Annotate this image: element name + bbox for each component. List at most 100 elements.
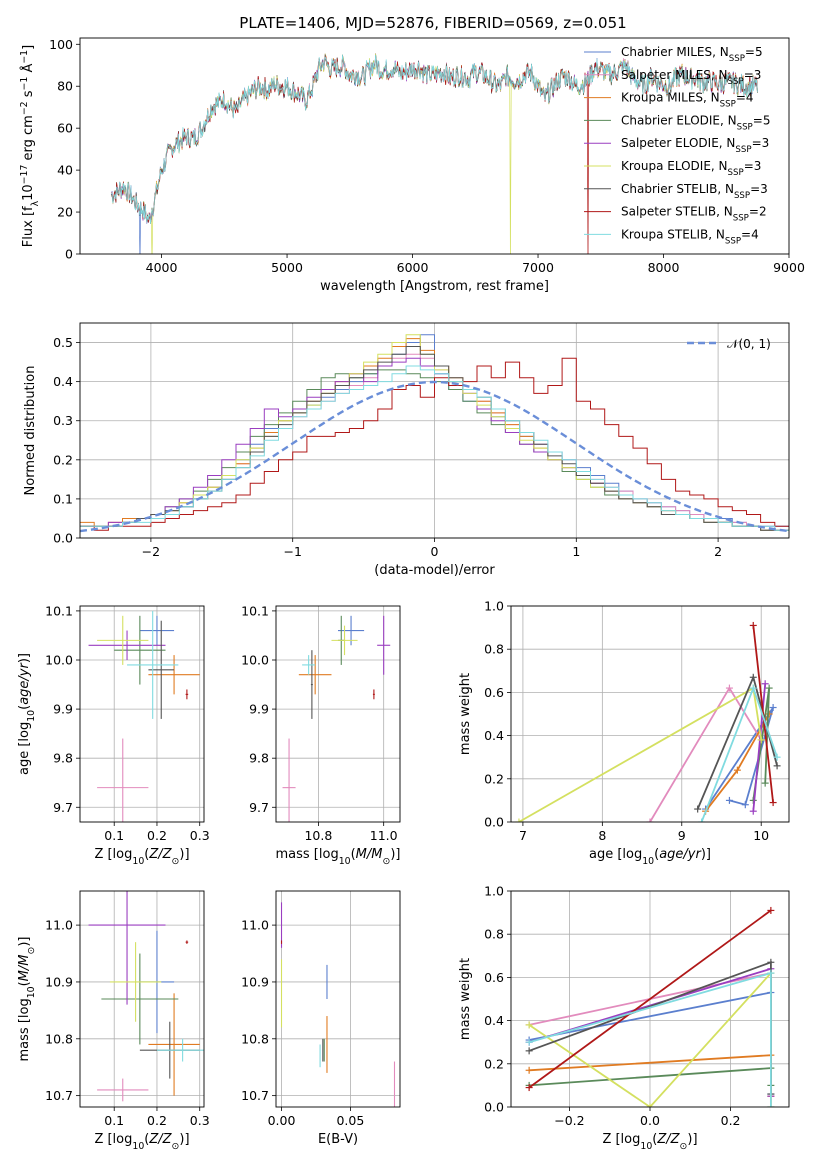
residuals-gaussian-curve bbox=[80, 380, 789, 533]
spectrum-tick-label-x: 4000 bbox=[146, 260, 178, 275]
massweight-vs-age-axes: 7 8 9 10 0.0 0.2 0.4 0.6 0.8 1.0 bbox=[484, 599, 789, 843]
mass-vs-EBV-tick-label-x: 0.05 bbox=[336, 1113, 364, 1128]
spectrum-legend-label: Kroupa MILES, NSSP=4 bbox=[621, 91, 754, 110]
massweight-vs-age-tick-label-y: 0.6 bbox=[484, 685, 504, 700]
massweight-vs-age-line-kroupa-elodie bbox=[518, 686, 763, 822]
age-vs-Z-xlabel-part: Z [log bbox=[94, 847, 132, 862]
massweight-vs-age-line-salpeter-elodie bbox=[752, 683, 767, 812]
spectrum-legend-label-part: =4 bbox=[736, 91, 754, 105]
massweight-vs-age-tick-label-y: 0.8 bbox=[484, 642, 504, 657]
mass-vs-Z-ylabel-part: M/M bbox=[17, 955, 32, 982]
massweight-vs-Z-tick-label-y: 0.2 bbox=[484, 1056, 504, 1071]
mass-vs-Z-ylabel-part: ⊙ bbox=[26, 947, 37, 955]
age-vs-mass-tick-label-y: 9.9 bbox=[249, 702, 269, 717]
age-vs-mass-axes: 10.8 11.0 9.7 9.8 9.9 10.0 10.1 bbox=[241, 603, 400, 843]
massweight-vs-age-xlabel: age [log10(age/yr)] bbox=[589, 847, 711, 867]
spectrum-legend-label: Chabrier ELODIE, NSSP=5 bbox=[621, 113, 770, 132]
age-vs-Z-xlabel-part: ( bbox=[144, 847, 149, 862]
spectrum-legend-label-part: SSP bbox=[728, 168, 744, 178]
mass-vs-Z-plot bbox=[88, 891, 204, 1102]
age-vs-Z-tick-label-y: 10.0 bbox=[45, 653, 73, 668]
age-vs-Z-ylabel: age [log10(age/yr)] bbox=[17, 653, 37, 775]
age-vs-Z-tick-label-y: 9.9 bbox=[53, 702, 73, 717]
age-vs-Z-ylabel-part: age [log bbox=[17, 722, 32, 775]
age-vs-mass-tick-label-y: 10.1 bbox=[241, 603, 269, 618]
massweight-vs-age-ylabel: mass weight bbox=[458, 673, 473, 755]
spectrum-legend-label-part: =2 bbox=[749, 205, 767, 219]
mass-vs-Z-xlabel-part: 10 bbox=[132, 1141, 144, 1152]
massweight-vs-Z-axes: −0.2 0.0 0.2 0.0 0.2 0.4 0.6 0.8 1.0 bbox=[484, 884, 789, 1128]
residuals-tick-label-y: 0.4 bbox=[53, 374, 73, 389]
spectrum-legend-label-part: =4 bbox=[741, 227, 759, 241]
massweight-vs-Z-xlabel-part: Z/Z bbox=[656, 1132, 680, 1147]
spectrum-ylabel-part: s bbox=[21, 90, 36, 101]
age-vs-Z-tick-label-x: 0.1 bbox=[104, 828, 124, 843]
spectrum-legend-label: Chabrier STELIB, NSSP=3 bbox=[621, 182, 768, 201]
massweight-vs-Z-xlabel-part: ( bbox=[652, 1132, 657, 1147]
spectrum-legend-label: Salpeter STELIB, NSSP=2 bbox=[621, 205, 767, 224]
spectrum-legend-label-part: Kroupa STELIB, N bbox=[621, 227, 725, 241]
massweight-vs-age-tick-label-x: 10 bbox=[753, 828, 769, 843]
age-vs-Z-tick-label-y: 9.7 bbox=[53, 800, 73, 815]
mass-vs-Z-xlabel-part: ⊙ bbox=[172, 1141, 180, 1152]
massweight-vs-age-tick-label-y: 0.0 bbox=[484, 815, 504, 830]
massweight-vs-age-tick-label-y: 0.2 bbox=[484, 771, 504, 786]
spectrum-legend-label: Salpeter ELODIE, NSSP=3 bbox=[621, 136, 769, 155]
age-vs-mass-tick-label-y: 9.8 bbox=[249, 751, 269, 766]
spectrum-ylabel-part: 10 bbox=[21, 184, 36, 201]
mass-vs-Z-border bbox=[79, 890, 205, 1108]
residuals-border bbox=[79, 322, 790, 539]
massweight-vs-Z-tick-label-y: 0.4 bbox=[484, 1013, 504, 1028]
spectrum-legend-label-part: =5 bbox=[753, 113, 771, 127]
age-vs-Z-xlabel-part: Z/Z bbox=[148, 847, 172, 862]
massweight-vs-age-xlabel-part: age/yr bbox=[659, 847, 702, 862]
mass-vs-Z-ylabel: mass [log10(M/M⊙)] bbox=[17, 937, 37, 1062]
age-vs-mass-xlabel-part: )] bbox=[390, 847, 400, 862]
mass-vs-Z-xlabel-part: Z/Z bbox=[148, 1132, 172, 1147]
mass-vs-Z-tick-label-x: 0.3 bbox=[190, 1113, 210, 1128]
spectrum-legend-label-part: Salpeter ELODIE, N bbox=[621, 136, 735, 150]
mass-vs-Z-tick-label-x: 0.2 bbox=[147, 1113, 167, 1128]
age-vs-Z-tick-label-x: 0.3 bbox=[190, 828, 210, 843]
spectrum-tick-label-y: 20 bbox=[57, 205, 73, 220]
mass-vs-Z-ylabel-part: ( bbox=[17, 981, 32, 986]
age-vs-Z-tick-label-y: 10.1 bbox=[45, 603, 73, 618]
mass-vs-Z-ylabel-part: 10 bbox=[26, 986, 37, 998]
residuals-tick-label-x: −1 bbox=[283, 544, 301, 559]
spectrum-tick-label-x: 9000 bbox=[773, 260, 805, 275]
spectrum-tick-label-x: 5000 bbox=[271, 260, 303, 275]
spectrum-tick-label-x: 8000 bbox=[648, 260, 680, 275]
spectrum-tick-label-x: 7000 bbox=[522, 260, 554, 275]
spectrum-legend-label-part: Kroupa ELODIE, N bbox=[621, 159, 728, 173]
age-vs-mass-plot bbox=[282, 615, 391, 822]
spectrum-legend-label-part: =3 bbox=[752, 136, 770, 150]
massweight-vs-age-xlabel-part: age [log bbox=[589, 847, 642, 862]
massweight-vs-Z-tick-label-x: 0.2 bbox=[721, 1113, 741, 1128]
age-vs-Z-border bbox=[79, 605, 205, 823]
residuals-tick-label-y: 0.3 bbox=[53, 413, 73, 428]
spectrum-ylabel-part: −1 bbox=[19, 77, 30, 91]
spectrum-legend-label-part: Salpeter STELIB, N bbox=[621, 205, 733, 219]
age-vs-mass-xlabel-part: 10 bbox=[339, 856, 351, 867]
spectrum-legend-label-part: SSP bbox=[735, 145, 751, 155]
age-vs-mass-tick-label-y: 10.0 bbox=[241, 653, 269, 668]
spectrum-legend-label-part: =3 bbox=[750, 182, 768, 196]
spectrum-ylabel-part: λ bbox=[30, 200, 41, 206]
spectrum-legend-label-part: SSP bbox=[720, 100, 736, 110]
spectrum-tick-label-y: 60 bbox=[57, 121, 73, 136]
spectrum-legend-label-part: SSP bbox=[728, 77, 744, 87]
residuals-plot bbox=[80, 334, 789, 533]
age-vs-Z-ylabel-part: age/yr bbox=[17, 661, 32, 704]
age-vs-Z-xlabel-part: )] bbox=[179, 847, 189, 862]
mass-vs-Z-xlabel-part: ( bbox=[144, 1132, 149, 1147]
residuals-tick-label-y: 0.1 bbox=[53, 491, 73, 506]
massweight-vs-Z-xlabel-part: Z [log bbox=[602, 1132, 640, 1147]
spectrum-legend-label: Kroupa ELODIE, NSSP=3 bbox=[621, 159, 761, 178]
age-vs-Z-tick-label-x: 0.2 bbox=[147, 828, 167, 843]
spectrum-axes: 4000 5000 6000 7000 8000 9000 0 20 40 60 80 100 bbox=[49, 37, 805, 275]
massweight-vs-Z-xlabel-part: )] bbox=[687, 1132, 697, 1147]
massweight-vs-Z-tick-label-y: 1.0 bbox=[484, 884, 504, 899]
massweight-vs-Z-tick-label-y: 0.6 bbox=[484, 970, 504, 985]
